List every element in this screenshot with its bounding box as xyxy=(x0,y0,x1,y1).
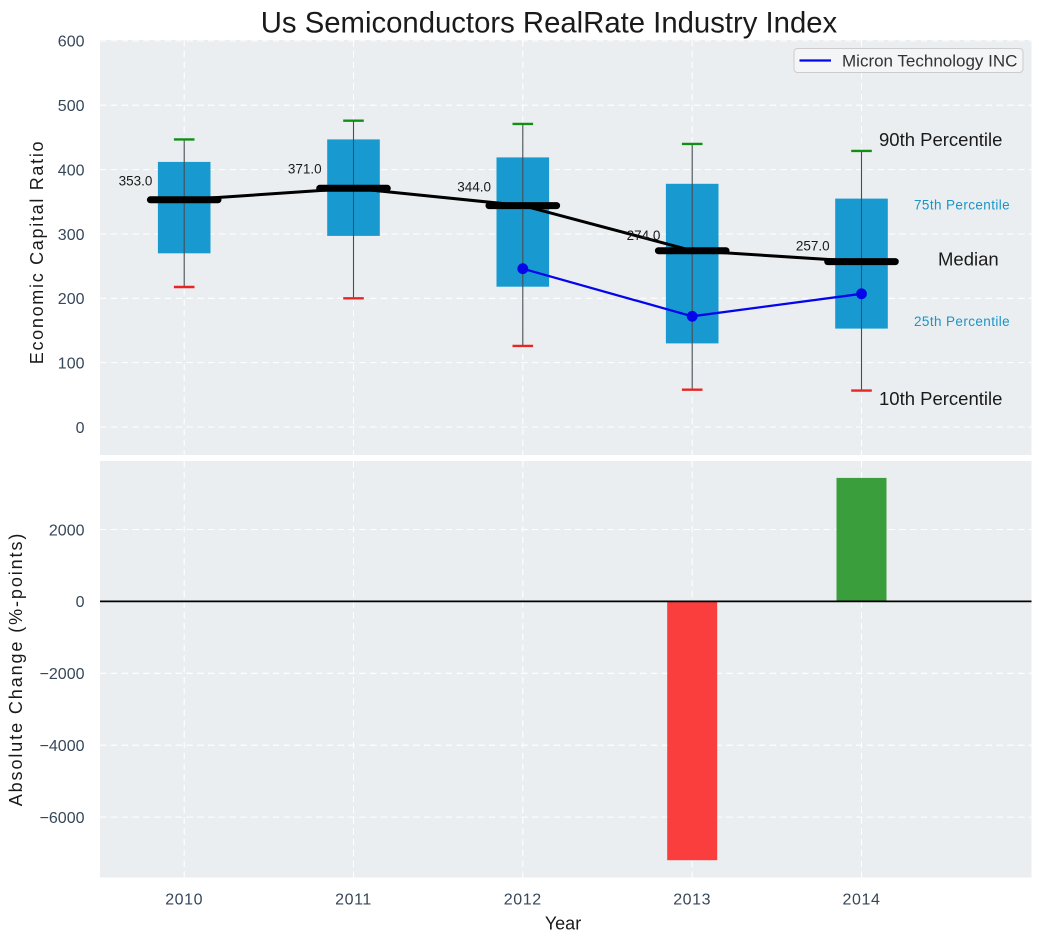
svg-text:600: 600 xyxy=(58,34,85,51)
svg-text:200: 200 xyxy=(58,291,85,308)
svg-text:274.0: 274.0 xyxy=(627,228,661,243)
svg-text:Economic Capital Ratio: Economic Capital Ratio xyxy=(27,140,47,364)
svg-text:75th Percentile: 75th Percentile xyxy=(914,198,1010,213)
svg-text:Us Semiconductors RealRate Ind: Us Semiconductors RealRate Industry Inde… xyxy=(261,7,838,40)
svg-text:2000: 2000 xyxy=(49,522,85,539)
svg-text:2011: 2011 xyxy=(335,892,372,909)
svg-text:Absolute Change (%-points): Absolute Change (%-points) xyxy=(6,532,26,807)
svg-text:2013: 2013 xyxy=(673,892,711,909)
svg-text:0: 0 xyxy=(76,420,85,437)
svg-text:100: 100 xyxy=(58,355,85,372)
svg-text:−2000: −2000 xyxy=(40,666,85,683)
svg-text:−4000: −4000 xyxy=(40,738,85,755)
svg-text:2014: 2014 xyxy=(843,892,881,909)
svg-text:90th Percentile: 90th Percentile xyxy=(879,129,1002,150)
svg-text:25th Percentile: 25th Percentile xyxy=(914,314,1010,329)
svg-text:0: 0 xyxy=(76,594,85,611)
svg-text:10th Percentile: 10th Percentile xyxy=(879,388,1002,409)
svg-text:300: 300 xyxy=(58,227,85,244)
svg-text:Median: Median xyxy=(938,249,999,270)
svg-text:257.0: 257.0 xyxy=(796,239,830,254)
svg-text:2010: 2010 xyxy=(165,892,203,909)
svg-text:500: 500 xyxy=(58,98,85,115)
svg-text:Year: Year xyxy=(545,914,581,934)
svg-text:2012: 2012 xyxy=(504,892,542,909)
svg-text:344.0: 344.0 xyxy=(457,179,491,194)
svg-text:371.0: 371.0 xyxy=(288,161,322,176)
svg-text:−6000: −6000 xyxy=(40,810,85,827)
svg-text:353.0: 353.0 xyxy=(119,173,153,188)
svg-text:Micron Technology INC: Micron Technology INC xyxy=(842,51,1017,70)
svg-text:400: 400 xyxy=(58,162,85,179)
